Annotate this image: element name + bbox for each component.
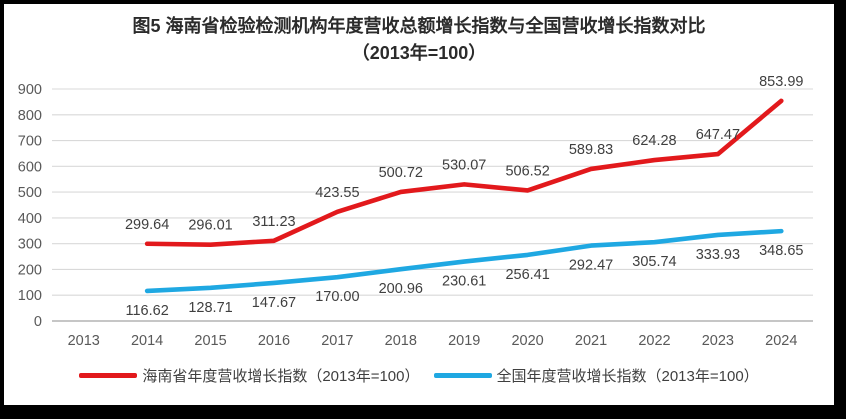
- x-tick-label: 2013: [68, 333, 100, 349]
- y-tick-label: 400: [18, 211, 42, 227]
- x-tick-label: 2019: [448, 333, 480, 349]
- x-tick-label: 2015: [194, 333, 226, 349]
- y-tick-label: 800: [18, 108, 42, 124]
- legend-item-hainan: 海南省年度营收增长指数（2013年=100）: [79, 365, 420, 386]
- national-series-swatch: [433, 373, 492, 378]
- x-tick-label: 2021: [575, 333, 607, 349]
- data-label: 296.01: [188, 218, 232, 234]
- y-tick-label: 600: [18, 159, 42, 175]
- data-label: 624.28: [632, 133, 676, 149]
- data-label: 200.96: [379, 281, 423, 297]
- line-chart: 0 100 200 300 400 500 600 700 800 900 2013 2014 2015…: [18, 74, 813, 349]
- y-tick-label: 100: [18, 288, 42, 304]
- y-tick-label: 300: [18, 237, 42, 253]
- x-tick-label: 2020: [511, 333, 543, 349]
- data-label: 589.83: [569, 142, 613, 158]
- y-tick-label: 200: [18, 262, 42, 278]
- data-label: 170.00: [315, 289, 359, 305]
- data-label: 292.47: [569, 258, 613, 274]
- y-tick-label: 700: [18, 134, 42, 150]
- data-label: 348.65: [759, 243, 803, 259]
- data-label: 230.61: [442, 274, 486, 290]
- legend-item-national: 全国年度营收增长指数（2013年=100）: [433, 365, 759, 386]
- data-label: 299.64: [125, 217, 169, 233]
- data-label: 530.07: [442, 157, 486, 173]
- data-label: 256.41: [505, 267, 549, 283]
- data-label: 311.23: [252, 214, 295, 230]
- data-label: 305.74: [632, 254, 676, 270]
- data-label: 423.55: [315, 185, 359, 201]
- data-label: 500.72: [379, 165, 423, 181]
- hainan-series-label: 海南省年度营收增长指数（2013年=100）: [142, 368, 420, 385]
- data-label: 147.67: [252, 295, 296, 311]
- data-label: 333.93: [696, 247, 740, 263]
- data-label: 853.99: [759, 74, 803, 90]
- x-tick-label: 2022: [638, 333, 670, 349]
- hainan-series-line: [144, 98, 784, 247]
- x-tick-label: 2023: [702, 333, 734, 349]
- x-tick-label: 2016: [258, 333, 290, 349]
- data-label: 128.71: [188, 300, 232, 316]
- y-tick-label: 0: [34, 314, 42, 330]
- data-label: 506.52: [505, 163, 549, 179]
- national-series-label: 全国年度营收增长指数（2013年=100）: [496, 368, 759, 385]
- hainan-series-swatch: [79, 373, 138, 378]
- x-tick-label: 2024: [765, 333, 797, 349]
- chart-title-line1: 图5 海南省检验检测机构年度营收总额增长指数与全国营收增长指数对比: [132, 16, 706, 36]
- y-tick-label: 900: [18, 82, 42, 98]
- x-tick-label: 2014: [131, 333, 163, 349]
- national-series-line: [144, 228, 784, 294]
- chart-legend: 海南省年度营收增长指数（2013年=100） 全国年度营收增长指数（2013年=…: [4, 365, 834, 386]
- data-label: 647.47: [696, 127, 740, 143]
- y-tick-label: 500: [18, 185, 42, 201]
- data-label: 116.62: [125, 303, 168, 319]
- chart-title: 图5 海南省检验检测机构年度营收总额增长指数与全国营收增长指数对比 （2013年…: [4, 4, 834, 67]
- chart-title-line2: （2013年=100）: [351, 43, 487, 63]
- x-tick-label: 2017: [321, 333, 353, 349]
- x-tick-label: 2018: [385, 333, 417, 349]
